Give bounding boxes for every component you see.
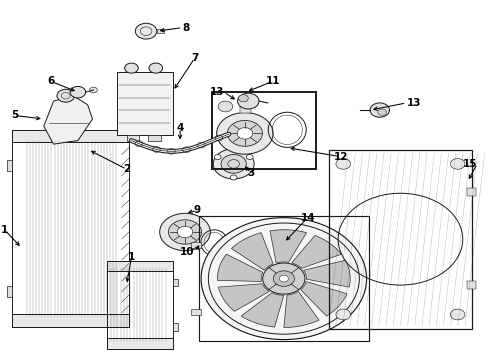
Bar <box>198 216 369 341</box>
Circle shape <box>169 220 201 244</box>
Circle shape <box>160 213 210 251</box>
Circle shape <box>57 89 74 102</box>
Circle shape <box>70 86 86 98</box>
Polygon shape <box>231 233 273 270</box>
Circle shape <box>239 95 248 102</box>
Text: 10: 10 <box>180 247 195 257</box>
Bar <box>240 106 251 113</box>
Circle shape <box>177 226 193 238</box>
Circle shape <box>213 149 254 179</box>
Circle shape <box>237 128 253 139</box>
Circle shape <box>450 158 465 169</box>
Polygon shape <box>301 282 347 316</box>
Bar <box>212 92 317 169</box>
Text: 8: 8 <box>183 23 190 33</box>
Circle shape <box>279 275 289 282</box>
Bar <box>329 149 472 329</box>
Bar <box>148 135 161 140</box>
Circle shape <box>378 109 387 116</box>
Polygon shape <box>303 260 350 287</box>
Circle shape <box>201 218 367 339</box>
Bar <box>7 286 12 297</box>
Circle shape <box>214 154 221 159</box>
Bar <box>12 130 129 142</box>
Text: 13: 13 <box>407 98 421 108</box>
Text: 11: 11 <box>266 76 280 86</box>
Bar <box>157 30 164 33</box>
Circle shape <box>221 154 246 173</box>
Circle shape <box>135 23 157 39</box>
Bar <box>12 315 129 327</box>
Bar <box>126 135 139 140</box>
Circle shape <box>90 87 98 93</box>
Text: 12: 12 <box>334 152 348 162</box>
Circle shape <box>336 309 350 320</box>
Circle shape <box>238 93 259 109</box>
Polygon shape <box>218 254 263 282</box>
Bar <box>12 130 129 327</box>
Text: 1: 1 <box>128 252 135 262</box>
Bar <box>107 261 173 348</box>
Polygon shape <box>219 284 270 311</box>
Bar <box>467 282 476 289</box>
Circle shape <box>450 309 465 320</box>
Polygon shape <box>284 291 319 328</box>
Text: 15: 15 <box>463 159 477 169</box>
Circle shape <box>273 271 294 287</box>
Polygon shape <box>241 293 284 327</box>
Circle shape <box>246 154 253 159</box>
Bar <box>107 261 173 271</box>
Text: 4: 4 <box>176 123 184 133</box>
Text: 14: 14 <box>300 213 315 222</box>
Text: 3: 3 <box>247 168 254 178</box>
Circle shape <box>230 175 237 180</box>
Circle shape <box>218 101 233 112</box>
Circle shape <box>263 263 305 294</box>
Polygon shape <box>44 96 93 144</box>
Bar <box>7 160 12 171</box>
Text: 6: 6 <box>48 76 55 86</box>
Text: 1: 1 <box>1 225 8 235</box>
Text: 2: 2 <box>123 164 130 174</box>
Circle shape <box>370 103 390 117</box>
Text: 5: 5 <box>11 111 18 121</box>
Circle shape <box>149 63 163 73</box>
Text: 13: 13 <box>209 87 224 97</box>
Polygon shape <box>292 235 342 268</box>
Bar <box>173 323 178 330</box>
Bar <box>173 279 178 286</box>
Circle shape <box>217 113 273 154</box>
Bar <box>191 309 201 315</box>
Bar <box>467 188 476 196</box>
Text: 7: 7 <box>191 53 198 63</box>
Bar <box>117 72 173 135</box>
Polygon shape <box>270 230 307 263</box>
Circle shape <box>336 158 350 169</box>
Text: 9: 9 <box>194 206 201 216</box>
Bar <box>107 338 173 348</box>
Circle shape <box>227 121 263 146</box>
Bar <box>191 242 201 248</box>
Circle shape <box>124 63 138 73</box>
